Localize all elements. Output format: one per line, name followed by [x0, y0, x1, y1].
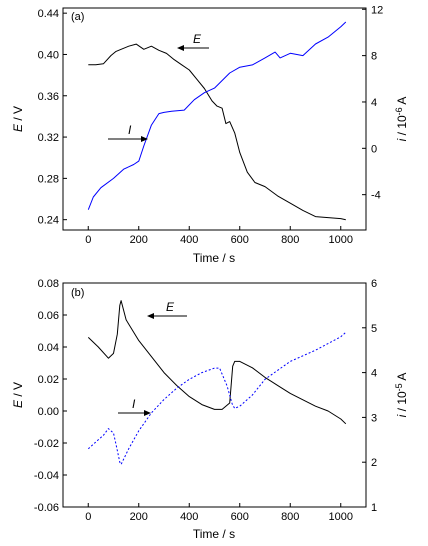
left-y-tick-label: 0.32 — [38, 132, 59, 144]
right-y-tick-label: 4 — [371, 97, 377, 109]
panel-b: 0 200 400 600 800 1000 -0.06 -0.04 -0.02 0.00 0.0… — [11, 278, 409, 541]
right-y-tick-label: 12 — [371, 4, 383, 16]
left-y-tick-label: 0.28 — [38, 173, 59, 185]
right-y-tick-label: 8 — [371, 51, 377, 63]
left-y-tick-label: -0.04 — [34, 470, 59, 482]
x-tick-label: 600 — [231, 234, 249, 246]
right-y-ticks: 1 2 3 4 5 6 — [362, 278, 377, 514]
annotation-label-e: E — [166, 300, 175, 314]
right-y-tick-label: 4 — [371, 368, 377, 380]
left-y-ticks: -0.06 -0.04 -0.02 0.00 0.02 0.04 0.06 0.08 — [34, 278, 67, 514]
x-tick-label: 1000 — [329, 234, 353, 246]
x-axis-title: Time / s — [193, 527, 235, 541]
left-y-tick-label: 0.40 — [38, 49, 59, 61]
panel-a: 0 200 400 600 800 1000 0.240.280.320.360.400.… — [11, 4, 409, 265]
left-y-tick-label: -0.06 — [34, 502, 59, 514]
right-y-axis-title: i / 10-5 A — [394, 373, 409, 418]
plot-frame — [62, 282, 367, 508]
x-tick-label: 1000 — [329, 511, 353, 523]
right-y-tick-label: 5 — [371, 323, 377, 335]
x-axis-title: Time / s — [193, 251, 235, 265]
right-y-tick-label: 0 — [371, 143, 377, 155]
series-layer — [87, 300, 347, 465]
x-tick-label: 800 — [281, 511, 299, 523]
annotation-arrowhead-i — [144, 410, 151, 416]
annotation-arrowhead-e — [177, 45, 184, 51]
annotation-arrowhead-i — [141, 136, 148, 142]
left-y-tick-label: -0.02 — [34, 438, 59, 450]
series-layer — [87, 21, 347, 221]
left-y-axis-title: E / V — [11, 106, 25, 132]
annotation-label-e: E — [193, 32, 202, 46]
x-tick-label: 400 — [180, 234, 198, 246]
annotation-label-i: I — [128, 123, 132, 137]
left-y-tick-label: 0.00 — [38, 406, 59, 418]
left-y-tick-label: 0.02 — [38, 374, 59, 386]
x-tick-label: 0 — [85, 511, 91, 523]
right-y-ticks: -4 0 4 8 12 — [362, 4, 383, 202]
left-y-tick-label: 0.24 — [38, 215, 59, 227]
right-y-tick-label: 2 — [371, 457, 377, 469]
left-y-ticks: 0.24 0.28 0.32 0.36 0.40 0.44 — [38, 8, 67, 227]
annotation-arrowhead-e — [147, 313, 154, 319]
x-ticks: 0 200 400 600 800 1000 — [85, 503, 353, 523]
x-ticks: 0 200 400 600 800 1000 — [85, 226, 353, 246]
series-line-i — [87, 21, 347, 210]
x-tick-label: 200 — [130, 234, 148, 246]
x-tick-label: 200 — [130, 511, 148, 523]
x-tick-label: 800 — [281, 234, 299, 246]
plot-frame — [62, 7, 367, 231]
right-y-tick-label: 1 — [371, 502, 377, 514]
right-y-tick-label: -4 — [371, 190, 381, 202]
left-y-tick-label: 0.06 — [38, 310, 59, 322]
x-tick-label: 400 — [180, 511, 198, 523]
left-y-tick-label: 0.36 — [38, 91, 59, 103]
x-tick-label: 600 — [231, 511, 249, 523]
x-tick-label: 0 — [85, 234, 91, 246]
left-y-tick-label: 0.44 — [38, 8, 59, 20]
left-y-axis-title: E / V — [11, 382, 25, 408]
series-line-e — [87, 300, 347, 425]
right-y-tick-label: 3 — [371, 412, 377, 424]
series-line-e — [88, 43, 346, 221]
annotation-label-i: I — [132, 397, 136, 411]
right-y-axis-title: i / 10-6 A — [394, 97, 409, 142]
panel-label: (b) — [71, 287, 84, 299]
series-line-i — [87, 331, 347, 465]
right-y-tick-label: 6 — [371, 278, 377, 290]
left-y-tick-label: 0.08 — [38, 278, 59, 290]
panel-label: (a) — [71, 11, 84, 23]
left-y-tick-label: 0.04 — [38, 342, 59, 354]
